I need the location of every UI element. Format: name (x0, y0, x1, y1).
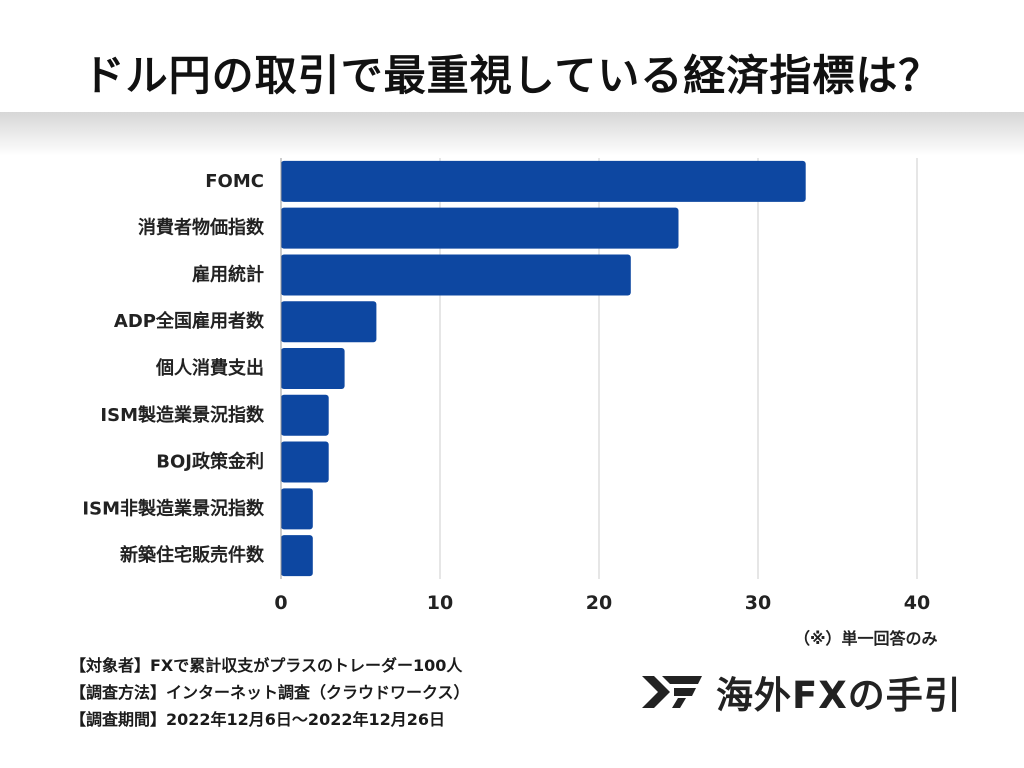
brand-name: 海外FXの手引 (716, 674, 962, 717)
bar-8 (281, 535, 313, 577)
bar-0 (281, 160, 806, 202)
bar-5 (281, 394, 329, 436)
bar-1 (281, 207, 679, 249)
x-tick-label-0: 0 (274, 592, 287, 614)
category-label-0: FOMC (205, 171, 264, 192)
category-label-6: BOJ政策金利 (156, 451, 264, 473)
bar-3 (281, 301, 377, 343)
category-label-4: 個人消費支出 (155, 357, 264, 379)
category-label-5: ISM製造業景況指数 (100, 404, 265, 426)
x-tick-label-2: 20 (586, 592, 612, 614)
survey-info: 【対象者】FXで累計収支がプラスのトレーダー100人 【調査方法】インターネット… (70, 652, 470, 733)
chart-title: ドル円の取引で最重視している経済指標は？ (82, 51, 942, 100)
category-label-1: 消費者物価指数 (138, 217, 265, 239)
x-tick-label-4: 40 (904, 592, 930, 614)
single-answer-note: （※）単一回答のみ (794, 629, 938, 648)
title-divider-shadow (0, 112, 1024, 156)
brand-logo: 海外FXの手引 (640, 664, 962, 720)
bar-7 (281, 488, 313, 530)
survey-target: 【対象者】FXで累計収支がプラスのトレーダー100人 (70, 656, 463, 675)
fx-logo-icon (642, 676, 702, 708)
bar-6 (281, 441, 329, 483)
survey-method: 【調査方法】インターネット調査（クラウドワークス） (70, 683, 470, 702)
category-label-7: ISM非製造業景況指数 (82, 497, 265, 519)
x-tick-label-3: 30 (745, 592, 771, 614)
x-tick-label-1: 10 (427, 592, 453, 614)
category-label-3: ADP全国雇用者数 (114, 310, 265, 332)
category-label-2: 雇用統計 (192, 263, 264, 285)
bar-4 (281, 348, 345, 389)
category-label-8: 新築住宅販売件数 (120, 544, 265, 566)
bar-2 (281, 254, 631, 296)
survey-period: 【調査期間】2022年12月6日〜2022年12月26日 (70, 710, 445, 729)
